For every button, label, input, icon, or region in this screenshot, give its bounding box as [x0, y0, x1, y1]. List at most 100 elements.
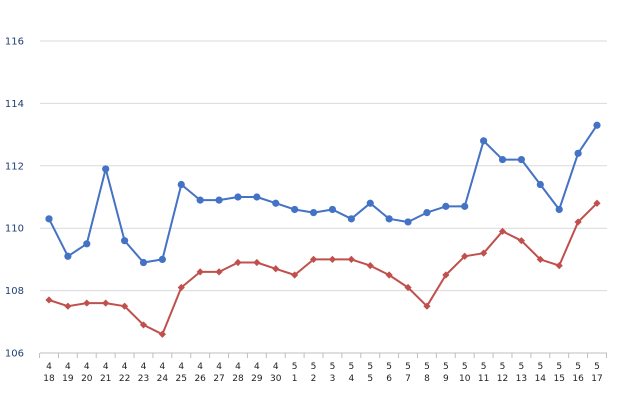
x-tick-day: 17 [591, 374, 602, 384]
data-point [177, 283, 185, 292]
x-tick-month: 5 [537, 362, 543, 372]
x-tick-month: 4 [65, 362, 71, 372]
x-tick-label: 4 20 [81, 362, 93, 384]
x-tick-month: 4 [216, 362, 222, 372]
x-tick-month: 5 [348, 362, 354, 372]
data-point [177, 180, 185, 189]
data-point [404, 218, 412, 226]
x-tick-day: 5 [367, 374, 373, 384]
x-tick-month: 4 [254, 362, 260, 372]
x-tick-day: 4 [348, 374, 354, 384]
data-point [404, 283, 412, 292]
x-tick-label: 5 15 [553, 362, 564, 384]
x-tick-day: 11 [478, 374, 489, 384]
data-point [517, 155, 526, 164]
x-tick-month: 5 [424, 362, 430, 372]
series-2 [45, 199, 601, 338]
x-tick-label: 4 25 [176, 362, 187, 384]
data-point [253, 193, 261, 201]
data-point [555, 205, 563, 214]
x-tick-day: 8 [424, 374, 430, 384]
x-tick-day: 29 [251, 374, 263, 384]
data-point [593, 121, 601, 129]
x-tick-month: 5 [556, 362, 562, 372]
x-tick-label: 4 28 [232, 362, 244, 384]
data-point [498, 227, 507, 235]
data-point [64, 252, 72, 260]
x-tick-label: 4 18 [43, 362, 55, 384]
data-point [64, 302, 72, 310]
y-tick-label: 106 [5, 349, 24, 360]
x-tick-day: 7 [405, 374, 411, 384]
data-point [291, 205, 299, 214]
data-point [139, 258, 148, 267]
x-tick-label: 4 21 [100, 362, 111, 384]
x-tick-day: 6 [386, 374, 392, 384]
data-point [102, 299, 110, 307]
data-point [291, 271, 299, 279]
y-tick-label: 108 [5, 286, 24, 297]
data-point [272, 265, 280, 273]
x-tick-month: 5 [481, 362, 487, 372]
x-tick-day: 16 [572, 374, 584, 384]
series-line [48, 202, 598, 336]
data-point [461, 252, 469, 260]
data-point [385, 215, 393, 223]
x-tick-month: 4 [122, 362, 128, 372]
x-tick-day: 19 [62, 374, 74, 384]
data-point [83, 299, 91, 307]
x-tick-day: 20 [81, 374, 93, 384]
data-point [574, 218, 582, 226]
x-tick-day: 30 [270, 374, 282, 384]
x-tick-label: 5 10 [459, 362, 471, 384]
y-tick-label: 116 [5, 37, 24, 48]
data-point [328, 205, 337, 214]
x-tick-label: 5 16 [572, 362, 584, 384]
data-point [536, 180, 544, 189]
x-axis [39, 352, 607, 358]
x-tick-day: 1 [292, 374, 298, 384]
x-axis-ticks: 4 184 194 204 214 224 234 244 254 264 274 284 294 305… [43, 362, 602, 384]
x-tick-month: 5 [594, 362, 600, 372]
data-point [423, 209, 431, 217]
x-tick-month: 5 [292, 362, 298, 372]
x-tick-label: 4 30 [270, 362, 282, 384]
data-point [234, 258, 242, 267]
x-tick-day: 3 [330, 374, 336, 384]
x-tick-day: 21 [100, 374, 111, 384]
y-axis-ticks: 106 108 110 112 114 116 [5, 37, 24, 360]
x-tick-month: 4 [46, 362, 52, 372]
data-point [347, 215, 355, 223]
data-point [574, 149, 582, 157]
x-tick-day: 23 [138, 374, 149, 384]
x-tick-label: 4 26 [194, 362, 206, 384]
data-point [83, 240, 91, 248]
x-tick-month: 4 [235, 362, 241, 372]
x-tick-label: 4 19 [62, 362, 74, 384]
x-tick-month: 5 [405, 362, 411, 372]
x-tick-month: 5 [519, 362, 525, 372]
x-tick-label: 4 23 [138, 362, 149, 384]
data-point [442, 271, 450, 279]
x-tick-day: 26 [194, 374, 206, 384]
data-point [517, 237, 526, 245]
data-point [215, 268, 223, 276]
data-point [328, 255, 337, 263]
x-tick-label: 5 17 [591, 362, 602, 384]
data-point [555, 262, 563, 270]
series-1 [45, 121, 601, 267]
data-point [158, 255, 166, 263]
x-tick-day: 2 [311, 374, 317, 384]
gridlines [40, 40, 607, 292]
x-tick-label: 5 14 [535, 362, 547, 384]
data-point [215, 196, 223, 204]
x-tick-day: 15 [553, 374, 564, 384]
data-point [480, 249, 488, 257]
